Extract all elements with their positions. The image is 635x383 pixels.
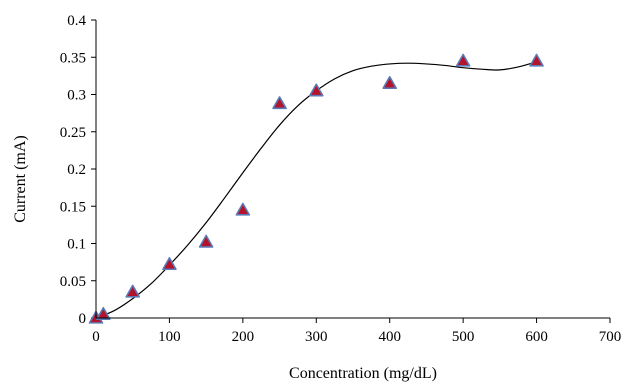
data-point-marker [382,76,398,89]
data-points [88,53,544,324]
x-tick-label: 100 [158,329,181,345]
data-point-marker [198,234,214,248]
x-tick-label: 700 [599,329,622,345]
x-axis-title: Concentration (mg/dL) [289,365,437,382]
y-tick-label: 0.1 [67,237,86,253]
y-tick-label: 0.3 [67,88,86,104]
data-point-marker [529,53,544,67]
data-point-marker [96,306,111,320]
data-point-marker [162,257,177,271]
data-point-marker [235,202,251,216]
x-tick-label: 300 [305,329,328,345]
y-tick-label: 0.05 [60,274,86,290]
data-point-marker [272,96,287,110]
x-axis-ticks: 0 100 200 300 400 500 600 700 [92,318,621,345]
data-point-marker [455,53,471,67]
x-tick-label: 500 [452,329,475,345]
y-tick-label: 0.15 [60,199,86,215]
x-tick-label: 600 [525,329,548,345]
y-tick-label: 0 [79,311,87,327]
y-tick-label: 0.2 [67,162,86,178]
data-point-marker [125,284,141,298]
y-axis-title: Current (mA) [12,135,29,223]
data-point-marker [308,83,324,97]
fit-curve-line [95,61,537,319]
y-tick-label: 0.25 [60,125,86,141]
x-tick-label: 400 [378,329,401,345]
y-tick-label: 0.4 [67,13,86,29]
y-tick-label: 0.35 [60,50,86,66]
x-tick-label: 0 [92,329,100,345]
x-tick-label: 200 [232,329,255,345]
y-axis-ticks: 0 0.05 0.1 0.15 0.2 0.25 0.3 0.35 0.4 [60,13,96,327]
